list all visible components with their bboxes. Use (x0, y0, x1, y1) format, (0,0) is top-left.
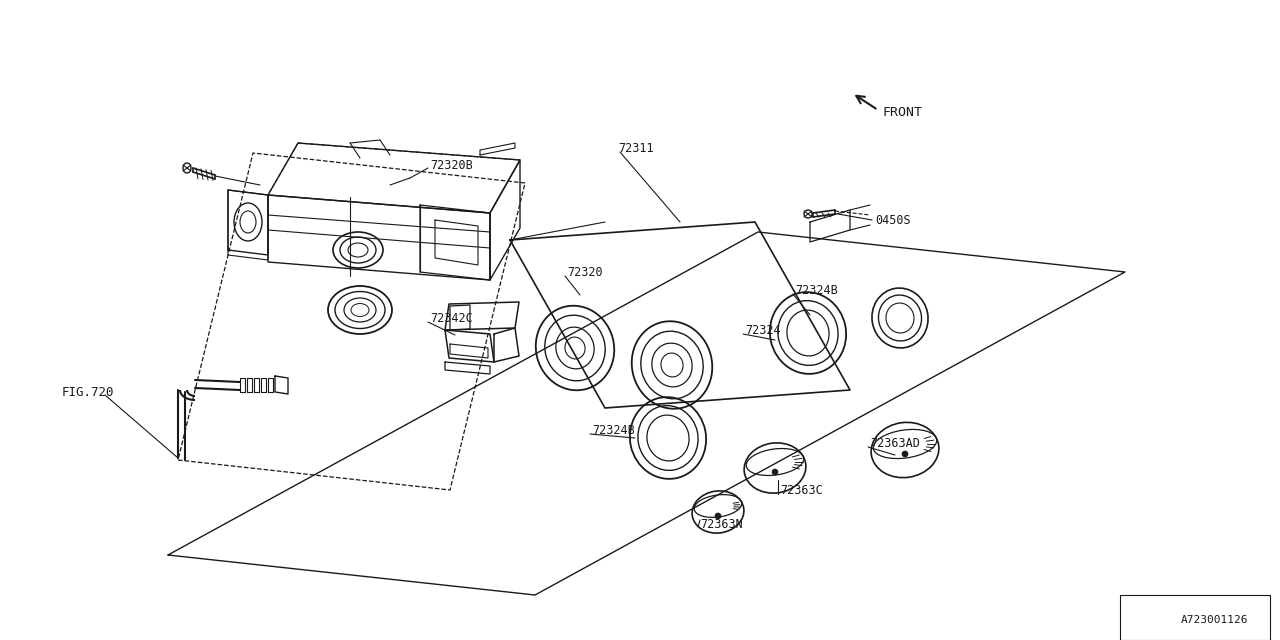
Text: 72363AD: 72363AD (870, 436, 920, 449)
Text: 72324B: 72324B (593, 424, 635, 436)
Text: 72320B: 72320B (430, 159, 472, 172)
Ellipse shape (692, 491, 744, 533)
Text: A723001126: A723001126 (1180, 615, 1248, 625)
Text: FIG.720: FIG.720 (61, 385, 114, 399)
Text: 0450S: 0450S (876, 214, 910, 227)
Text: 72363N: 72363N (700, 518, 742, 531)
Circle shape (716, 513, 721, 519)
Text: 72342C: 72342C (430, 312, 472, 324)
Ellipse shape (744, 443, 806, 493)
Text: 72324B: 72324B (795, 284, 837, 296)
Text: FRONT: FRONT (882, 106, 922, 118)
Circle shape (772, 469, 778, 475)
Text: 72320: 72320 (567, 266, 603, 278)
Circle shape (902, 451, 908, 457)
Text: 72311: 72311 (618, 141, 654, 154)
Ellipse shape (872, 422, 940, 477)
Text: 72363C: 72363C (780, 483, 823, 497)
Text: 72324: 72324 (745, 323, 781, 337)
